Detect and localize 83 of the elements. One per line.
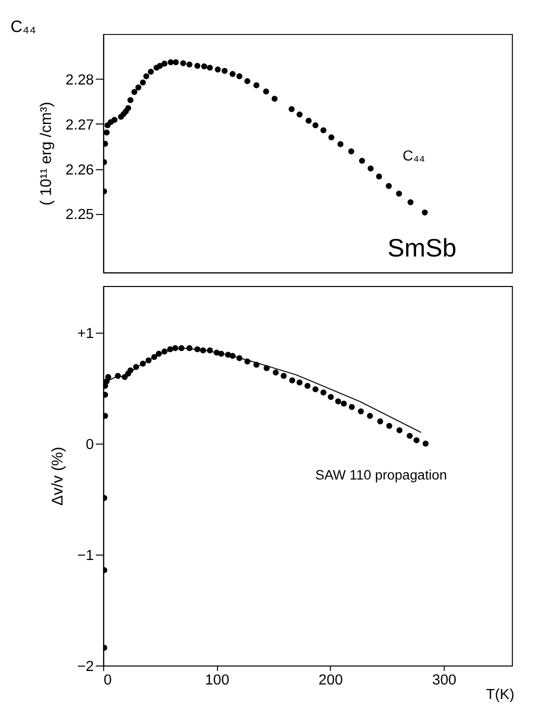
point — [414, 437, 420, 444]
point — [320, 390, 326, 396]
y-axis-title: ( 10¹¹ erg /cm³) — [38, 102, 55, 206]
point — [143, 73, 150, 80]
point — [244, 78, 250, 84]
point — [230, 70, 236, 77]
point — [288, 106, 295, 112]
y-tick-label: −2 — [77, 658, 94, 675]
y-tick-label: 0 — [86, 436, 94, 453]
point — [296, 380, 303, 386]
point — [168, 59, 174, 66]
point — [103, 412, 108, 419]
point — [131, 88, 138, 95]
y-tick-label: +1 — [77, 326, 94, 342]
point — [368, 165, 374, 172]
y-tick-label: 2.25 — [66, 207, 94, 224]
point — [348, 404, 355, 410]
point — [296, 111, 303, 118]
y-tick-label: −1 — [77, 548, 94, 564]
point — [103, 392, 108, 398]
point — [125, 105, 132, 112]
point — [289, 377, 296, 384]
point — [422, 440, 429, 447]
annotation: SmSb — [388, 234, 456, 262]
chart-title: C₄₄ — [10, 17, 36, 36]
point — [358, 408, 364, 414]
point — [304, 382, 311, 389]
point — [348, 148, 354, 154]
point — [328, 394, 334, 400]
point — [180, 60, 186, 66]
point — [214, 66, 221, 72]
x-axis-title: T(K) — [486, 687, 514, 704]
annotation: SAW 110 propagation — [315, 468, 447, 483]
point — [103, 140, 108, 147]
point — [396, 190, 402, 197]
point — [312, 122, 318, 128]
x-tick-label: 200 — [318, 672, 343, 689]
x-tick-label: 100 — [205, 672, 230, 689]
point — [335, 398, 342, 404]
point — [127, 97, 134, 104]
point — [194, 62, 200, 69]
point — [376, 174, 382, 180]
point — [253, 82, 260, 88]
point — [161, 60, 168, 67]
x-tick-label: 0 — [104, 672, 112, 689]
point — [422, 210, 428, 216]
y-tick-label: 2.27 — [66, 117, 94, 134]
point — [112, 116, 118, 123]
annotation: C₄₄ — [402, 148, 426, 164]
point — [396, 427, 402, 434]
point — [386, 422, 392, 429]
y-tick-label: 2.28 — [66, 72, 94, 88]
y-axis-title: Δv/v (%) — [50, 446, 67, 506]
point — [406, 432, 413, 439]
point — [328, 134, 334, 140]
point — [236, 73, 242, 80]
point — [359, 158, 366, 164]
point — [263, 88, 270, 95]
point — [222, 68, 228, 74]
point — [306, 118, 312, 124]
point — [337, 141, 344, 148]
point — [280, 372, 287, 379]
point — [206, 64, 213, 71]
x-tick-label: 300 — [432, 672, 456, 689]
point — [148, 68, 154, 75]
point — [312, 386, 318, 392]
point — [386, 183, 392, 189]
point — [105, 374, 112, 380]
point — [340, 400, 347, 407]
point — [377, 418, 384, 424]
point — [201, 63, 208, 70]
point — [366, 412, 373, 419]
point — [272, 370, 279, 376]
point — [408, 199, 414, 206]
point — [272, 96, 278, 102]
point — [135, 84, 142, 90]
point — [172, 59, 179, 66]
y-tick-label: 2.26 — [66, 162, 94, 178]
point — [104, 129, 110, 136]
point — [320, 127, 326, 134]
point — [156, 62, 163, 69]
point — [140, 80, 146, 86]
point — [186, 62, 192, 68]
